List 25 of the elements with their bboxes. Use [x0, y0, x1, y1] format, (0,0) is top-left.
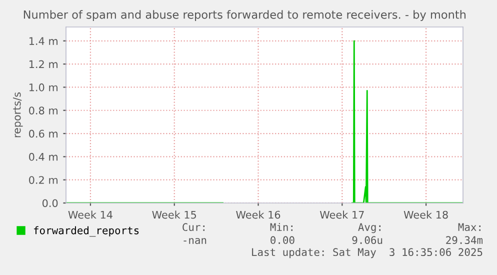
x-tick-label: Week 15 [152, 210, 196, 219]
y-tick-label: 0.8 m [29, 106, 58, 114]
chart-title: Number of spam and abuse reports forwarded to remote receivers. - by month [24, 10, 466, 22]
text: Max: [458, 223, 480, 232]
y-axis-title: reports/s [13, 92, 23, 138]
y-tick-label: 0.2 m [29, 176, 58, 184]
y-tick-label: 1.0 m [29, 83, 58, 92]
y-tick-label: 1.4 m [29, 37, 58, 45]
x-tick-label: Week 16 [236, 210, 280, 219]
y-tick-label: 1.2 m [29, 60, 58, 68]
text: 29.34m [446, 236, 483, 244]
y-tick-label: 0.6 m [29, 130, 58, 138]
text: -nan [184, 238, 206, 244]
x-tick-label: Week 17 [320, 210, 364, 219]
legend-label: forwarded_reports [34, 226, 139, 237]
x-tick-label: Week 18 [404, 210, 448, 219]
text: Last update: Sat May 3 16:35:06 2025 [252, 248, 482, 258]
text: 0.00 [270, 236, 294, 244]
x-tick-label: Week 14 [68, 210, 112, 219]
text: Min: [270, 222, 292, 231]
text: Avg: [358, 223, 380, 234]
y-tick-label: 0.0 [42, 199, 58, 208]
text: 9.06u [352, 236, 382, 244]
y-tick-label: 0.4 m [29, 152, 58, 161]
text: Cur: [182, 223, 204, 232]
